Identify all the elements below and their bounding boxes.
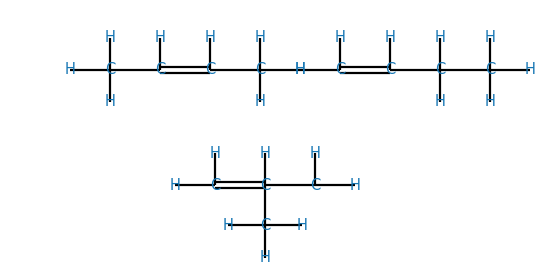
Text: H: H [155,31,166,45]
Text: H: H [223,218,233,232]
Text: H: H [525,62,536,78]
Text: H: H [104,95,116,109]
Text: C: C [255,62,265,78]
Text: C: C [385,62,395,78]
Text: H: H [210,146,221,160]
Text: H: H [169,178,180,193]
Text: H: H [485,31,496,45]
Text: H: H [334,31,345,45]
Text: C: C [260,218,270,232]
Text: H: H [434,31,446,45]
Text: H: H [434,95,446,109]
Text: C: C [310,178,320,193]
Text: H: H [350,178,360,193]
Text: H: H [205,31,216,45]
Text: C: C [485,62,495,78]
Text: H: H [260,251,271,265]
Text: H: H [104,31,116,45]
Text: H: H [310,146,321,160]
Text: H: H [255,31,266,45]
Text: C: C [435,62,445,78]
Text: C: C [210,178,220,193]
Text: H: H [485,95,496,109]
Text: H: H [384,31,395,45]
Text: C: C [260,178,270,193]
Text: H: H [295,62,305,78]
Text: H: H [64,62,75,78]
Text: H: H [255,95,266,109]
Text: H: H [296,218,307,232]
Text: C: C [105,62,115,78]
Text: H: H [295,62,305,78]
Text: H: H [260,146,271,160]
Text: C: C [155,62,165,78]
Text: C: C [205,62,215,78]
Text: C: C [335,62,345,78]
